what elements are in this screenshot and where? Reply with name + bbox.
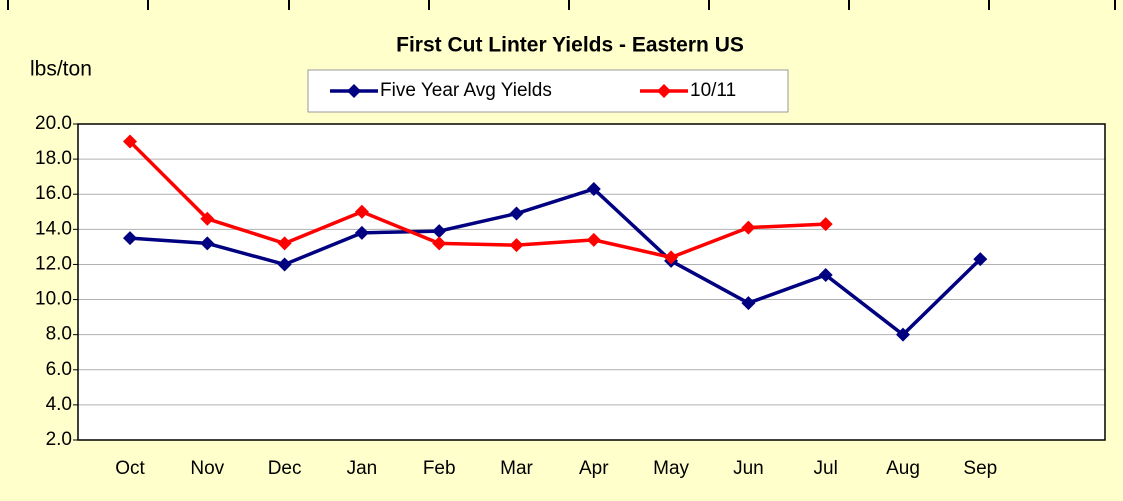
x-tick-label: Dec bbox=[268, 458, 302, 479]
point bbox=[586, 181, 601, 196]
chart-title: First Cut Linter Yields - Eastern US bbox=[396, 34, 744, 57]
point bbox=[818, 217, 833, 232]
plot-area bbox=[78, 124, 1105, 440]
x-tick-label: Feb bbox=[423, 458, 456, 479]
point bbox=[354, 204, 369, 219]
y-tick-label: 16.0 bbox=[35, 183, 72, 204]
legend bbox=[307, 69, 789, 113]
legend-label: Five Year Avg Yields bbox=[380, 80, 552, 101]
point bbox=[664, 250, 679, 265]
point bbox=[277, 257, 292, 272]
point bbox=[741, 220, 756, 235]
point bbox=[509, 238, 524, 253]
y-tick-label: 20.0 bbox=[35, 113, 72, 134]
point bbox=[973, 252, 988, 267]
plot-border bbox=[77, 123, 1106, 441]
point bbox=[277, 236, 292, 251]
point bbox=[509, 206, 524, 221]
y-tick-label: 2.0 bbox=[46, 429, 72, 450]
point bbox=[432, 224, 447, 239]
y-tick-label: 10.0 bbox=[35, 289, 72, 310]
x-tick-label: Nov bbox=[190, 458, 224, 479]
y-tick-label: 12.0 bbox=[35, 253, 72, 274]
x-tick-label: May bbox=[653, 458, 689, 479]
y-tick-label: 4.0 bbox=[46, 394, 72, 415]
legend-marker bbox=[347, 84, 361, 98]
point bbox=[123, 134, 137, 149]
point bbox=[818, 267, 833, 282]
point bbox=[741, 296, 756, 311]
y-tick-label: 6.0 bbox=[46, 359, 72, 380]
point bbox=[200, 211, 215, 226]
point bbox=[123, 231, 137, 246]
x-tick-label: Aug bbox=[886, 458, 920, 479]
y-axis-label: lbs/ton bbox=[30, 58, 92, 81]
series-line bbox=[129, 186, 982, 337]
y-tick-label: 14.0 bbox=[35, 218, 72, 239]
x-tick-label: Apr bbox=[579, 458, 609, 479]
point bbox=[354, 225, 369, 240]
y-tick-label: 8.0 bbox=[46, 324, 72, 345]
x-tick-label: Jun bbox=[733, 458, 764, 479]
x-tick-label: Mar bbox=[500, 458, 533, 479]
series-line bbox=[128, 140, 826, 260]
legend-marker bbox=[657, 84, 671, 98]
y-tick-label: 18.0 bbox=[35, 148, 72, 169]
x-tick-label: Jul bbox=[814, 458, 838, 479]
point bbox=[896, 327, 910, 342]
x-tick-label: Oct bbox=[115, 458, 145, 479]
point bbox=[432, 236, 447, 251]
point bbox=[586, 232, 601, 247]
x-tick-label: Jan bbox=[347, 458, 378, 479]
legend-label: 10/11 bbox=[690, 80, 736, 101]
sheet-ticks bbox=[7, 0, 1116, 10]
point bbox=[200, 236, 215, 251]
x-tick-label: Sep bbox=[963, 458, 997, 479]
